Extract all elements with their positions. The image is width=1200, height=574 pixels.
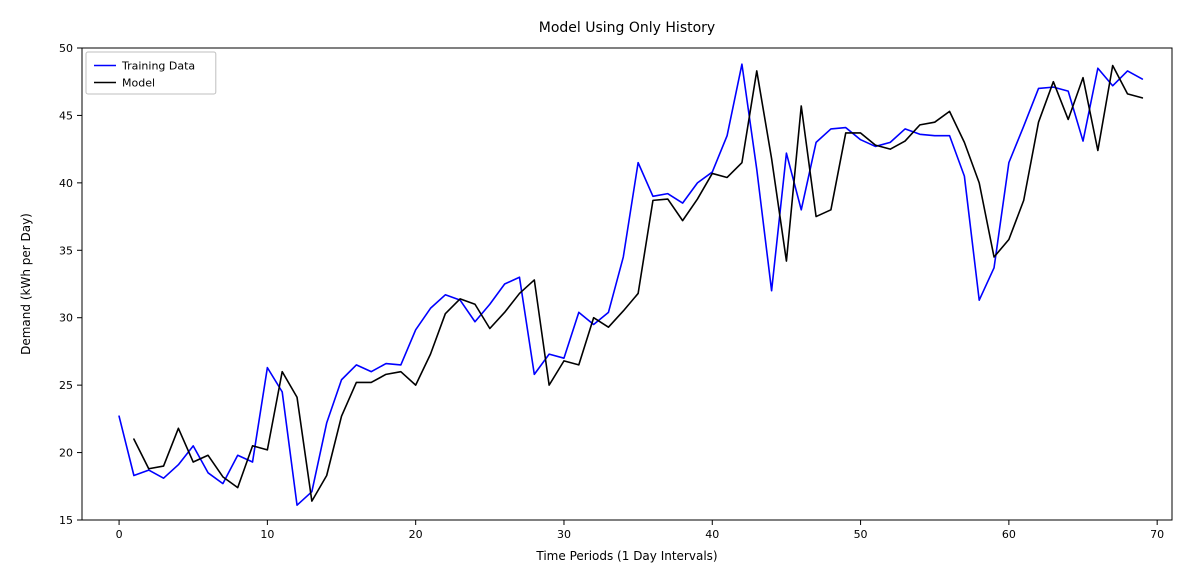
- chart-container: 0 10 20 30 40 50 60 70 15 20 25 30 35 40 45 50 Model Usi…: [0, 0, 1200, 574]
- line-chart-svg: 0 10 20 30 40 50 60 70 15 20 25 30 35 40 45 50 Model Usi…: [0, 0, 1200, 574]
- y-tick-label: 40: [59, 177, 73, 190]
- x-tick-label: 30: [557, 528, 571, 541]
- x-tick-label: 50: [854, 528, 868, 541]
- x-tick-label: 10: [260, 528, 274, 541]
- y-tick-label: 35: [59, 244, 73, 257]
- x-tick-label: 40: [705, 528, 719, 541]
- x-axis-label: Time Periods (1 Day Intervals): [535, 549, 717, 563]
- y-tick-label: 30: [59, 312, 73, 325]
- x-tick-label: 60: [1002, 528, 1016, 541]
- y-axis-label: Demand (kWh per Day): [19, 213, 33, 355]
- x-tick-label: 20: [409, 528, 423, 541]
- y-tick-label: 50: [59, 42, 73, 55]
- x-tick-label: 70: [1150, 528, 1164, 541]
- y-tick-label: 45: [59, 109, 73, 122]
- legend-label: Model: [122, 77, 155, 90]
- y-tick-label: 15: [59, 514, 73, 527]
- y-tick-label: 25: [59, 379, 73, 392]
- y-tick-label: 20: [59, 447, 73, 460]
- x-tick-label: 0: [116, 528, 123, 541]
- chart-title: Model Using Only History: [539, 20, 715, 36]
- legend-label: Training Data: [121, 60, 195, 73]
- plot-area: [82, 48, 1172, 520]
